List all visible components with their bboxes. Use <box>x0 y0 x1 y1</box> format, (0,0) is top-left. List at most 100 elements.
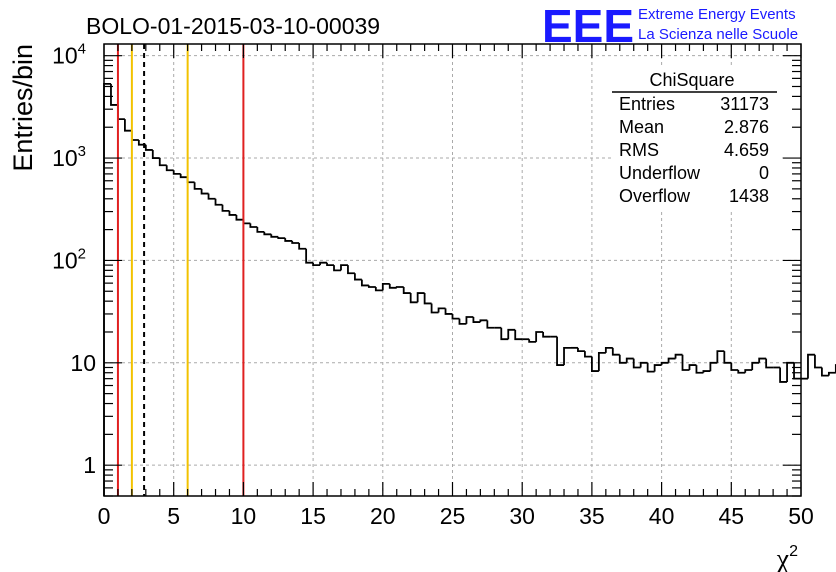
histogram-bin <box>821 367 829 377</box>
histogram-bin <box>667 357 676 363</box>
stats-row-label: Underflow <box>619 163 701 183</box>
x-tick-label: 5 <box>167 503 180 529</box>
histogram-bin <box>597 351 606 372</box>
histogram-bin <box>423 293 432 305</box>
histogram-bin <box>117 104 125 121</box>
histogram-bin <box>465 316 474 324</box>
histogram-bin <box>807 353 815 379</box>
histogram-bin <box>437 307 446 313</box>
histogram-bin <box>242 219 251 225</box>
histogram-bin <box>514 329 523 341</box>
histogram-bin <box>688 364 697 371</box>
histogram-bin <box>472 317 481 323</box>
stats-row-value: 1438 <box>729 186 769 206</box>
histogram-bin <box>186 177 195 184</box>
y-tick-label: 103 <box>52 143 86 171</box>
histogram-bin <box>646 362 655 373</box>
stats-box-title: ChiSquare <box>649 70 734 90</box>
histogram-bin <box>618 354 627 364</box>
x-tick-label: 25 <box>440 503 466 529</box>
histogram-bin <box>709 361 718 372</box>
histogram-bin <box>625 357 634 363</box>
histogram-bin <box>409 293 418 304</box>
y-tick-label: 1 <box>83 452 96 478</box>
stats-box: ChiSquare Entries 31173 Mean 2.876 RMS 4.659 U… <box>612 68 780 210</box>
histogram-bin <box>604 346 613 353</box>
histogram-bin <box>486 320 495 329</box>
stats-row-value: 4.659 <box>724 140 769 160</box>
histogram-bin <box>277 236 286 240</box>
histogram-bin <box>751 361 760 371</box>
histogram-bin <box>388 283 397 289</box>
histogram-bin <box>639 361 648 368</box>
histogram-bin <box>284 238 293 242</box>
chart-title: BOLO-01-2015-03-10-00039 <box>86 13 380 39</box>
histogram-bin <box>611 347 620 356</box>
histogram-bin <box>416 292 425 303</box>
histogram-bin <box>165 165 174 172</box>
histogram-bin <box>291 240 300 244</box>
stats-row-label: RMS <box>619 140 659 160</box>
x-tick-label: 10 <box>231 503 257 529</box>
histogram-bin <box>298 242 307 250</box>
histogram-bin <box>124 119 132 132</box>
stats-row-label: Overflow <box>619 186 691 206</box>
histogram-bin <box>695 365 704 374</box>
histogram-bin <box>347 265 355 275</box>
histogram-bin <box>395 286 404 288</box>
histogram-bin <box>235 214 244 221</box>
histogram-bin <box>674 353 683 359</box>
histogram-bin <box>702 370 711 373</box>
histogram-bin <box>556 336 565 366</box>
histogram-bin <box>367 285 376 288</box>
histogram-bin <box>535 331 544 342</box>
histogram-bin <box>360 279 369 287</box>
stats-row-value: 2.876 <box>724 117 769 137</box>
histogram-bin <box>354 273 362 281</box>
x-tick-label: 0 <box>98 503 111 529</box>
y-axis: 1 10 102 103 104 <box>52 41 801 497</box>
histogram-bin <box>451 313 460 320</box>
histogram-bin <box>402 287 411 294</box>
histogram-bin <box>221 204 230 212</box>
histogram-bin <box>228 210 237 216</box>
eee-logo-line2: La Scienza nelle Scuole <box>638 26 798 43</box>
histogram-bin <box>591 356 599 372</box>
histogram-bin <box>214 198 223 206</box>
histogram-bin <box>130 130 139 141</box>
histogram-bin <box>144 144 153 151</box>
stats-row-label: Entries <box>619 94 675 114</box>
x-tick-label: 15 <box>300 503 326 529</box>
histogram-bin <box>737 370 746 374</box>
histogram-bin <box>458 318 467 325</box>
histogram-bin <box>172 170 181 175</box>
histogram-bin <box>479 319 488 323</box>
y-tick-label: 102 <box>52 245 86 273</box>
histogram-bin <box>110 83 118 106</box>
eee-logo: EEE Extreme Energy Events La Scienza nel… <box>542 0 798 52</box>
histogram-bin <box>249 223 258 228</box>
histogram-bin <box>716 350 725 363</box>
histogram-bin <box>200 188 209 195</box>
histogram-bin <box>779 367 788 383</box>
histogram-bin <box>723 351 732 364</box>
histogram-bin <box>319 261 328 266</box>
y-axis-label: Entries/bin <box>8 44 38 172</box>
stats-row-label: Mean <box>619 117 664 137</box>
histogram-bin <box>326 262 335 267</box>
histogram-bin <box>381 282 390 291</box>
histogram-bin <box>758 357 767 363</box>
x-tick-label: 30 <box>509 503 535 529</box>
histogram-bin <box>730 362 739 371</box>
histogram-bin <box>158 158 167 167</box>
histogram-bin <box>179 173 188 179</box>
stats-row-value: 31173 <box>720 94 769 114</box>
histogram-bin <box>744 369 753 373</box>
y-tick-label: 104 <box>52 41 86 69</box>
histogram-bin <box>193 182 202 190</box>
histogram-bin <box>151 149 160 159</box>
histogram-bin <box>444 308 453 315</box>
histogram-bin <box>507 328 516 340</box>
histogram-bin <box>305 248 314 264</box>
